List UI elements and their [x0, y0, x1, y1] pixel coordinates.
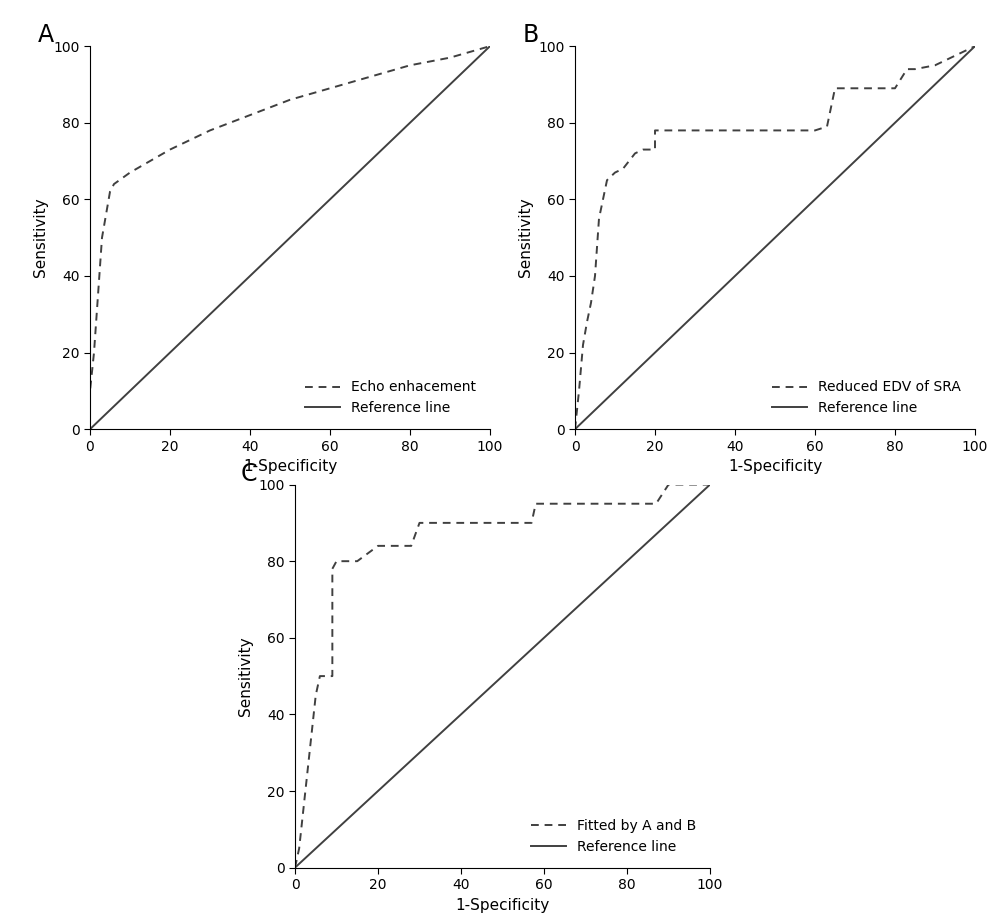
Reduced EDV of SRA	[581, 317, 593, 328]
Text: B: B	[523, 23, 539, 47]
Reduced EDV of SRA	[809, 125, 821, 136]
Fitted by A and B	[306, 728, 318, 739]
Echo enhacement	[88, 347, 100, 358]
Fitted by A and B	[650, 498, 662, 509]
Reduced EDV of SRA	[637, 144, 649, 155]
Reduced EDV of SRA	[649, 144, 661, 155]
Y-axis label: Sensitivity: Sensitivity	[238, 636, 253, 716]
Line: Echo enhacement: Echo enhacement	[90, 46, 490, 429]
Reduced EDV of SRA	[585, 297, 597, 308]
Reduced EDV of SRA	[901, 64, 913, 75]
Echo enhacement	[324, 83, 336, 94]
Echo enhacement	[144, 155, 156, 166]
X-axis label: 1-Specificity: 1-Specificity	[243, 459, 337, 474]
Fitted by A and B	[704, 479, 716, 490]
Fitted by A and B	[322, 670, 334, 681]
Fitted by A and B	[530, 498, 542, 509]
Fitted by A and B	[326, 563, 338, 574]
Reduced EDV of SRA	[869, 83, 881, 94]
Fitted by A and B	[414, 518, 426, 529]
Reduced EDV of SRA	[617, 163, 629, 174]
Fitted by A and B	[310, 689, 322, 701]
Reduced EDV of SRA	[649, 125, 661, 136]
Echo enhacement	[96, 233, 108, 244]
Text: C: C	[241, 462, 258, 485]
Fitted by A and B	[326, 670, 338, 681]
Reduced EDV of SRA	[601, 174, 613, 186]
Y-axis label: Sensitivity: Sensitivity	[33, 198, 48, 278]
Fitted by A and B	[314, 670, 326, 681]
Y-axis label: Sensitivity: Sensitivity	[518, 198, 533, 278]
Fitted by A and B	[293, 843, 305, 854]
Echo enhacement	[404, 60, 416, 71]
Echo enhacement	[244, 110, 256, 121]
Echo enhacement	[84, 424, 96, 435]
Fitted by A and B	[339, 556, 351, 567]
Fitted by A and B	[372, 540, 384, 551]
Echo enhacement	[484, 41, 496, 52]
Echo enhacement	[84, 386, 96, 397]
Echo enhacement	[444, 52, 456, 63]
Text: A: A	[38, 23, 54, 47]
X-axis label: 1-Specificity: 1-Specificity	[728, 459, 822, 474]
Reduced EDV of SRA	[889, 83, 901, 94]
Echo enhacement	[104, 186, 116, 198]
Echo enhacement	[364, 71, 376, 82]
Fitted by A and B	[422, 518, 434, 529]
Fitted by A and B	[517, 518, 529, 529]
Fitted by A and B	[642, 498, 654, 509]
Echo enhacement	[92, 290, 104, 301]
Reduced EDV of SRA	[709, 125, 721, 136]
Fitted by A and B	[297, 805, 309, 816]
Reduced EDV of SRA	[929, 60, 941, 71]
Legend: Reduced EDV of SRA, Reference line: Reduced EDV of SRA, Reference line	[765, 374, 968, 422]
Reduced EDV of SRA	[909, 64, 921, 75]
Reduced EDV of SRA	[589, 270, 601, 282]
X-axis label: 1-Specificity: 1-Specificity	[455, 897, 550, 913]
Reduced EDV of SRA	[789, 125, 801, 136]
Reduced EDV of SRA	[609, 167, 621, 178]
Line: Fitted by A and B: Fitted by A and B	[295, 485, 710, 868]
Line: Reduced EDV of SRA: Reduced EDV of SRA	[575, 46, 975, 429]
Fitted by A and B	[330, 556, 342, 567]
Legend: Echo enhacement, Reference line: Echo enhacement, Reference line	[298, 374, 483, 422]
Legend: Fitted by A and B, Reference line: Fitted by A and B, Reference line	[524, 812, 703, 860]
Fitted by A and B	[318, 670, 330, 681]
Fitted by A and B	[393, 540, 405, 551]
Reduced EDV of SRA	[829, 83, 841, 94]
Reduced EDV of SRA	[681, 125, 693, 136]
Fitted by A and B	[526, 518, 538, 529]
Fitted by A and B	[301, 766, 313, 777]
Reduced EDV of SRA	[969, 41, 981, 52]
Reduced EDV of SRA	[593, 213, 605, 224]
Fitted by A and B	[351, 556, 363, 567]
Reduced EDV of SRA	[629, 148, 641, 159]
Reduced EDV of SRA	[597, 194, 609, 205]
Fitted by A and B	[289, 862, 301, 873]
Reduced EDV of SRA	[821, 121, 833, 132]
Fitted by A and B	[405, 540, 417, 551]
Echo enhacement	[284, 94, 296, 105]
Echo enhacement	[108, 178, 120, 189]
Echo enhacement	[204, 125, 216, 136]
Reduced EDV of SRA	[677, 125, 689, 136]
Reduced EDV of SRA	[573, 386, 585, 397]
Fitted by A and B	[662, 479, 674, 490]
Reduced EDV of SRA	[569, 424, 581, 435]
Echo enhacement	[124, 167, 136, 178]
Reduced EDV of SRA	[577, 340, 589, 351]
Echo enhacement	[164, 144, 176, 155]
